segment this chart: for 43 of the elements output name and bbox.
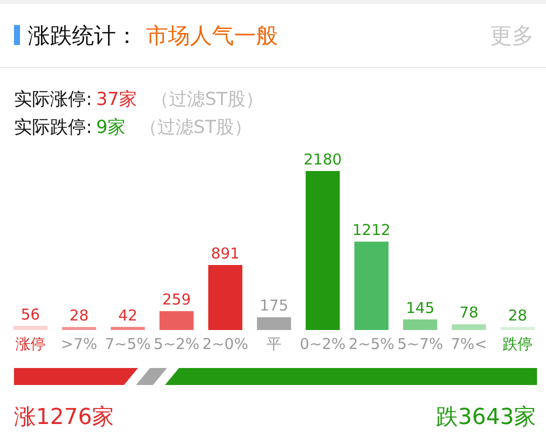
data-label: 1212 (352, 220, 391, 239)
data-label: 78 (459, 304, 478, 322)
bar (354, 242, 389, 330)
x-tick-label: >7% (60, 334, 98, 353)
text: 实际涨停: (14, 88, 92, 111)
x-tick-label: 0~2% (300, 334, 346, 353)
text: 跌3643家 (436, 404, 536, 432)
text: 涨1276家 (14, 404, 114, 432)
x-tick-label: 跌停 (502, 334, 533, 353)
bar (208, 265, 242, 330)
x-tick-label: 2~0% (202, 334, 248, 353)
text: 37家 (96, 88, 137, 111)
x-tick-label: 5~2% (154, 334, 200, 353)
bar (306, 171, 340, 330)
bar (452, 324, 486, 330)
data-label: 175 (260, 296, 288, 315)
bar (13, 326, 48, 330)
chart-subtitle: 市场人气一般 (146, 23, 278, 51)
text: 9家 (96, 116, 126, 139)
text: （过滤ST股） (140, 116, 252, 139)
data-label: 145 (406, 298, 434, 317)
data-label: 28 (70, 306, 89, 324)
bar (62, 327, 96, 330)
bar (256, 317, 292, 330)
x-tick-label: 7~5% (104, 334, 151, 353)
data-label: 2180 (304, 150, 342, 168)
x-tick-label: 7%< (450, 334, 488, 353)
text: （过滤ST股） (150, 88, 264, 111)
bar (403, 319, 438, 330)
x-tick-label: 5~7% (397, 334, 444, 353)
x-tick-label: 2~5% (348, 334, 394, 353)
data-label: 28 (508, 306, 528, 324)
data-label: 42 (118, 306, 138, 324)
data-label: 56 (20, 305, 40, 324)
chart-title: 涨跌统计： (28, 23, 138, 51)
bar (110, 326, 145, 330)
bar (500, 327, 535, 330)
x-tick-label: 平 (266, 334, 282, 353)
bar (159, 311, 194, 330)
data-label: 259 (162, 290, 191, 308)
data-label: 891 (210, 244, 240, 262)
x-tick-label: 涨停 (15, 334, 46, 353)
text: 实际跌停: (14, 116, 92, 139)
